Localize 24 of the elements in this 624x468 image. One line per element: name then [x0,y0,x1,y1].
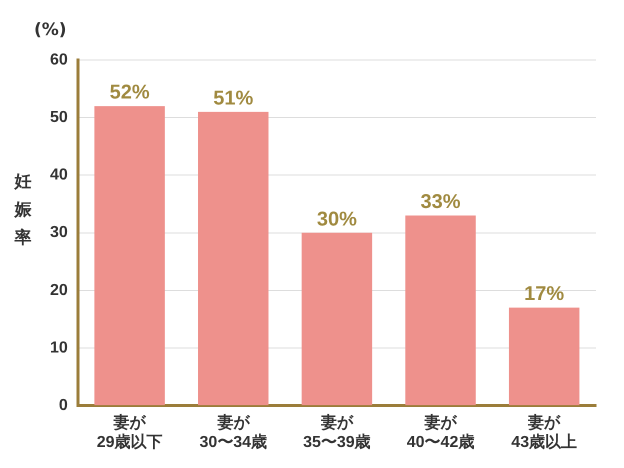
y-tick-label: 10 [50,339,68,356]
bar [405,216,476,406]
data-label: 30% [316,208,358,230]
x-tick-label: 妻が 40〜42歳 [406,414,474,451]
bar [94,106,165,406]
y-tick-label: 30 [50,224,68,242]
data-label: 33% [420,191,461,214]
x-tick-label: 妻が 35〜39歳 [303,414,371,451]
bar [198,112,268,406]
x-tick-label: 妻が 30〜34歳 [199,414,268,451]
x-tick-label: 妻が 29歳以下 [96,414,163,451]
bar [302,232,372,406]
y-tick-label: 20 [50,282,68,299]
bar [508,308,580,406]
data-label: 51% [213,87,254,110]
y-tick-label: 40 [50,166,68,184]
y-tick-label: 0 [58,397,68,414]
x-tick-label: 妻が 43歳以上 [511,414,578,451]
y-axis-title: 妊娠率 [13,171,32,250]
text: (%) [34,20,67,40]
y-tick-label: 50 [50,109,68,126]
data-label: 52% [110,82,150,104]
data-label: 17% [524,283,564,306]
y-tick-label: 60 [50,51,68,68]
